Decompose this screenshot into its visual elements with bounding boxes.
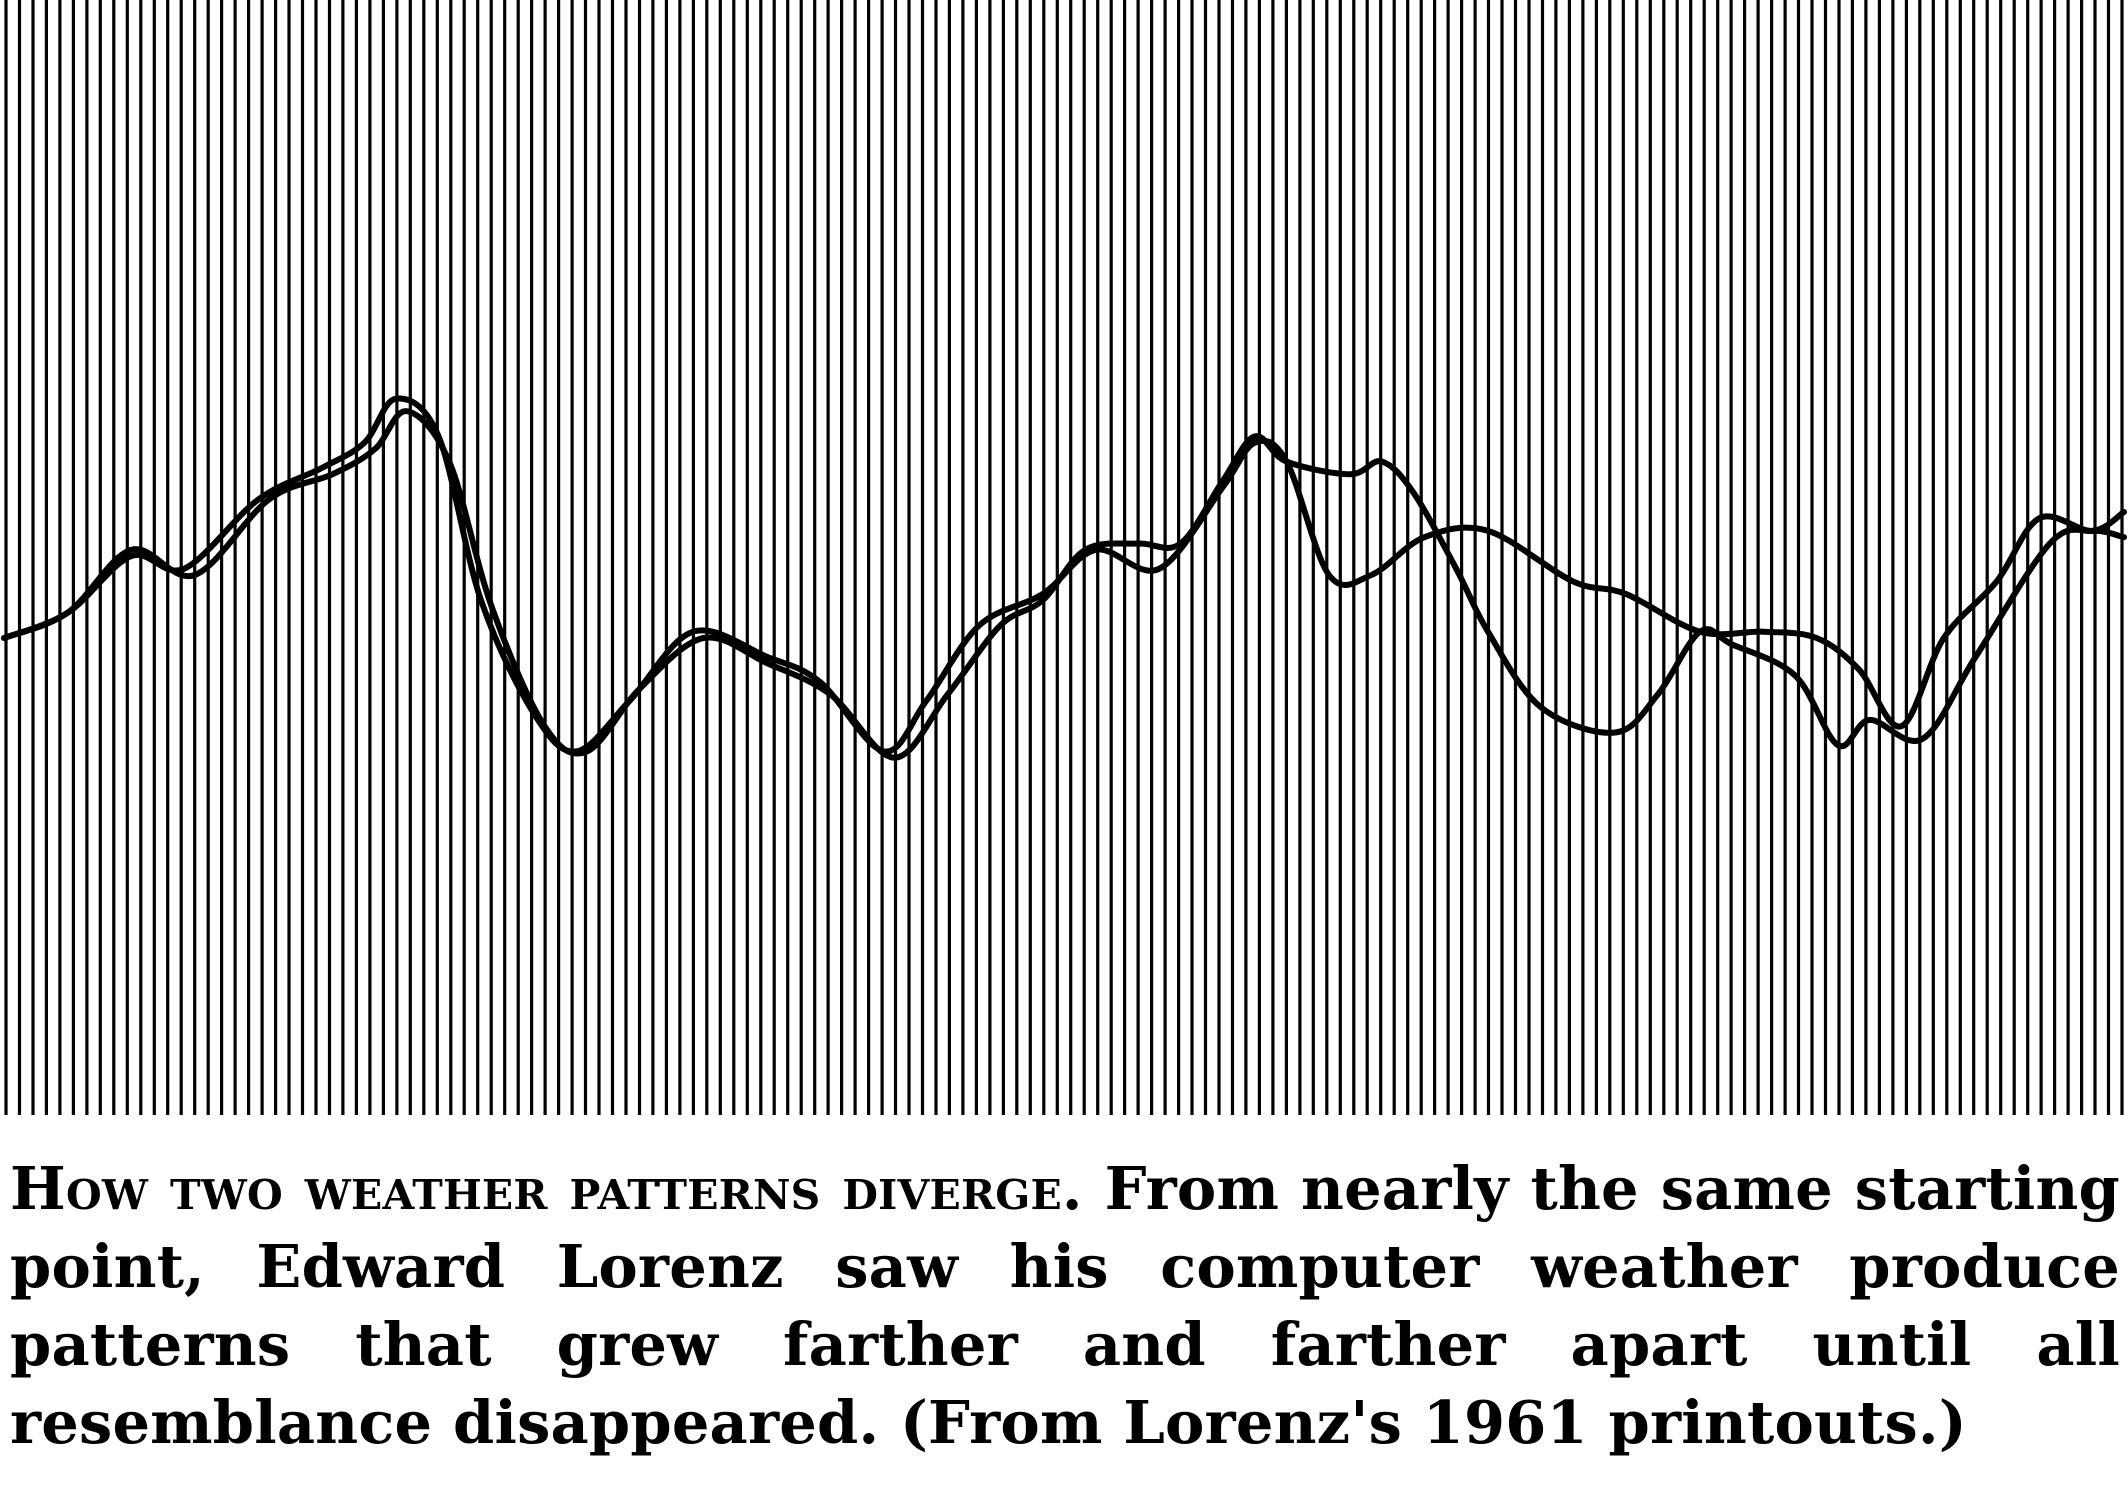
series-line-1 xyxy=(1,395,2127,755)
vertical-grid xyxy=(4,0,2124,1115)
chart-canvas xyxy=(1,0,2127,1115)
series-lines xyxy=(1,395,2127,761)
caption-body: From nearly the same starting point, Edw… xyxy=(10,1154,2120,1457)
printout-chart xyxy=(1,0,2127,1115)
caption-lead: How two weather patterns diverge. xyxy=(10,1154,1083,1223)
series-line-2 xyxy=(1,408,2127,761)
figure-caption: How two weather patterns diverge. From n… xyxy=(10,1150,2120,1462)
